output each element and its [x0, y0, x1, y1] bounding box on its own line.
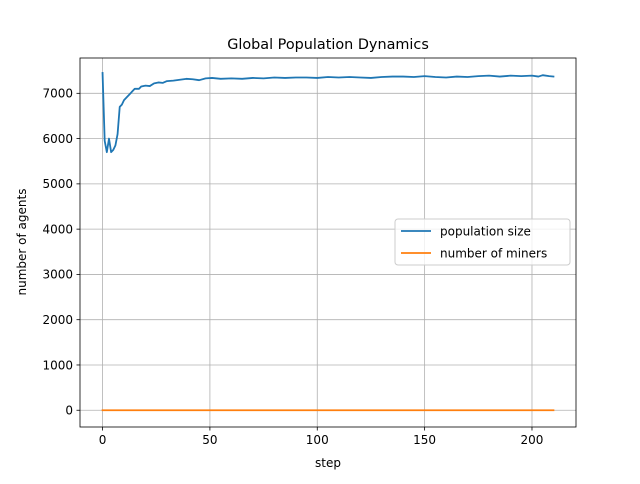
- x-axis-label: step: [315, 456, 341, 470]
- y-tick-label: 5000: [42, 177, 73, 191]
- y-tick-label: 1000: [42, 358, 73, 372]
- ticks-layer: 0 50 100 150 2000100020003000400050006000700…: [42, 87, 543, 447]
- x-tick-label: 50: [202, 433, 217, 447]
- legend-label-number-of-miners: number of miners: [440, 247, 547, 261]
- x-tick-label: 0: [99, 433, 107, 447]
- y-tick-label: 7000: [42, 87, 73, 101]
- y-tick-label: 6000: [42, 132, 73, 146]
- legend-box: [394, 218, 571, 266]
- y-axis-label: number of agents: [15, 189, 29, 296]
- y-tick-label: 2000: [42, 313, 73, 327]
- y-tick-label: 0: [65, 404, 73, 418]
- legend: population size number of miners: [394, 218, 571, 266]
- legend-label-population-size: population size: [440, 225, 531, 239]
- chart-title: Global Population Dynamics: [227, 37, 429, 53]
- series-line-population-size: [101, 72, 555, 154]
- y-tick-label: 4000: [42, 222, 73, 236]
- x-tick-label: 150: [413, 433, 436, 447]
- y-tick-label: 3000: [42, 268, 73, 282]
- x-tick-label: 200: [521, 433, 544, 447]
- x-tick-label: 100: [306, 433, 329, 447]
- plot-frame: [79, 57, 577, 428]
- series-layer: [101, 72, 555, 412]
